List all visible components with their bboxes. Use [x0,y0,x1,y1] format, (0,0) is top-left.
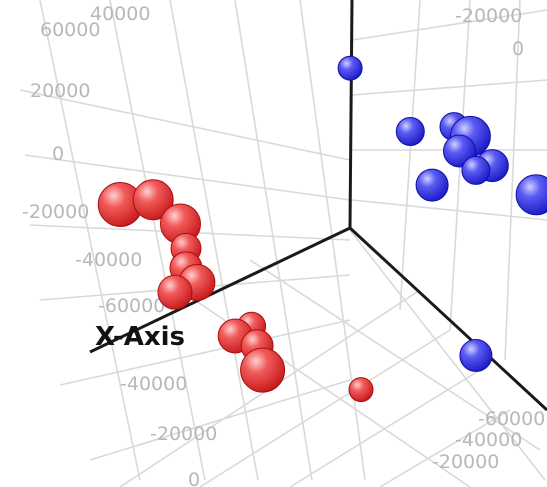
grid-line [351,199,547,221]
scatter-point [348,377,374,403]
tick-label: 20000 [30,80,90,102]
grid-line [379,409,511,487]
tick-label: -40000 [75,249,142,271]
scatter-point [515,174,547,216]
tick-label: -20000 [455,5,522,27]
grid-line [234,0,313,481]
grid-line [109,0,206,481]
grid-line [24,154,351,201]
x-axis-title: X-Axis [95,322,185,352]
scatter-point [132,179,174,221]
grid-lines [19,0,547,487]
axes [89,0,547,412]
y-axis-line [348,226,547,412]
x-axis-line [89,226,351,354]
tick-label: 0 [512,38,524,60]
scatter-point [459,339,493,372]
tick-label: -20000 [432,451,499,473]
scatter-point [395,117,425,146]
scatter-point [157,274,193,310]
scatter-point [240,347,286,393]
tick-label: -60000 [98,295,165,317]
grid-line [351,79,547,96]
z-axis-line [348,0,354,229]
grid-line [179,289,471,487]
grid-line [39,0,141,481]
tick-label: 0 [52,143,64,165]
grid-line [399,0,421,311]
grid-line [199,329,451,487]
tick-label: -40000 [455,429,522,451]
tick-label: 40000 [90,3,150,25]
data-points [97,55,547,403]
tick-label: -60000 [478,408,545,430]
grid-line [351,9,547,41]
tick-label: -20000 [22,201,89,223]
scatter-point [337,55,363,81]
scatter-point [415,168,449,202]
grid-line [19,89,351,161]
tick-label: -40000 [120,373,187,395]
tick-labels: 60000 40000 20000 0 -20000 -40000 -60000… [22,3,545,487]
scatter-point [461,155,491,185]
grid-line [249,259,541,451]
grid-line [59,319,351,386]
grid-line [89,379,351,461]
grid-line [169,0,259,481]
tick-label: -20000 [150,423,217,445]
grid-line [349,229,546,481]
grid-line [504,0,521,361]
tick-label: 0 [188,469,200,487]
tick-label: 60000 [40,19,100,41]
